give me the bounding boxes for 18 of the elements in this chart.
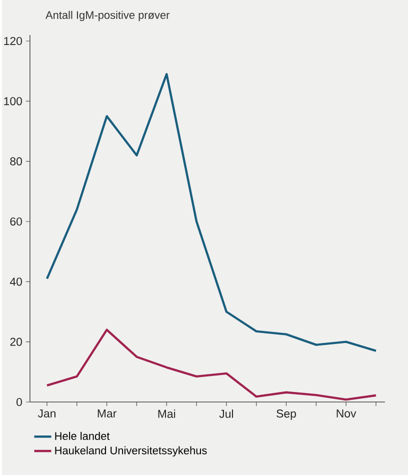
line-series (46, 328, 378, 401)
x-tick-label: Sep (276, 410, 296, 420)
y-tick-label: 100 (4, 97, 22, 106)
x-tick-label: Jan (38, 410, 56, 418)
y-tick-label: 40 (10, 278, 22, 286)
y-tick-label: 0 (16, 398, 22, 406)
x-tick-label: Mai (158, 410, 176, 418)
x-tick-label: Nov (336, 410, 356, 418)
legend-label: Hele landet (55, 432, 110, 440)
y-axis-title: Antall IgM-positive prøver (46, 10, 170, 22)
y-tick-label: 60 (10, 217, 22, 226)
legend-label: Haukeland Universitetssykehus (55, 446, 207, 456)
y-tick-label: 20 (10, 338, 22, 346)
x-tick-label: Mar (98, 410, 116, 418)
x-tick-label: Jul (219, 410, 233, 418)
line-series (46, 73, 378, 352)
y-tick-label: 120 (4, 36, 22, 46)
y-tick-label: 80 (10, 157, 22, 166)
